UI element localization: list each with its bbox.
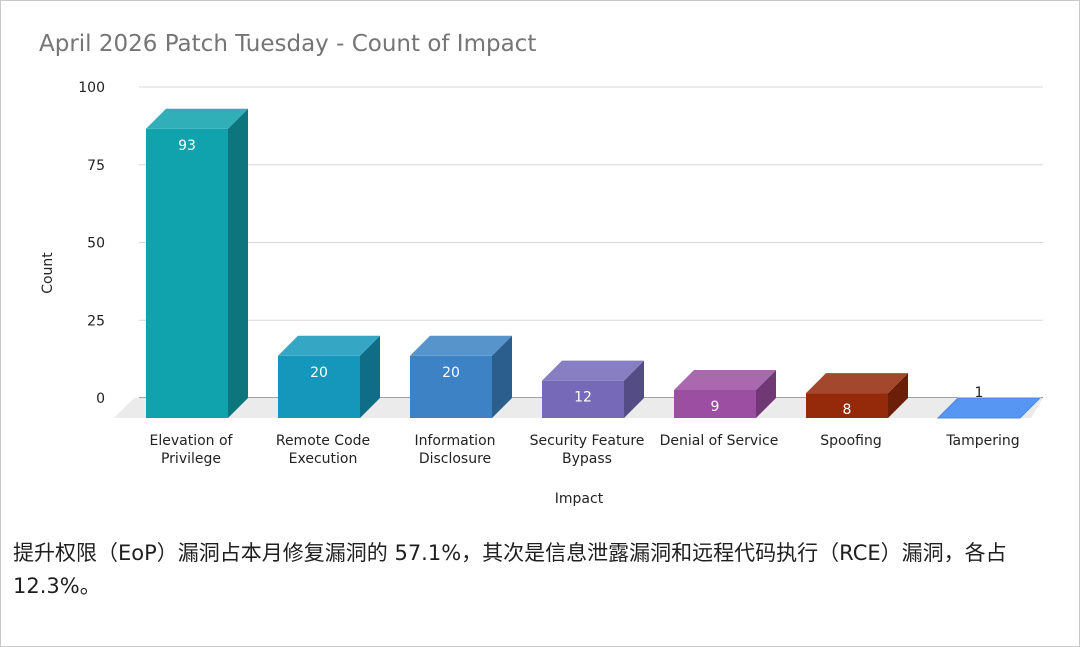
bar-chart: 0 25 50 75 100 93 20 20 12 9 8 1 Elevation of Privi… xyxy=(40,80,1043,507)
bar xyxy=(806,373,908,418)
x-tick-label: Spoofing xyxy=(820,433,881,449)
bar-side xyxy=(360,335,380,418)
y-tick-label: 50 xyxy=(87,236,105,252)
chart-title: April 2026 Patch Tuesday - Count of Impa… xyxy=(39,31,537,57)
x-tick-label: Denial of Service xyxy=(660,433,779,449)
y-tick-label: 100 xyxy=(78,80,105,96)
y-axis-label: Count xyxy=(40,252,56,294)
bar xyxy=(936,397,1042,419)
bar-front xyxy=(542,380,624,418)
data-label: 93 xyxy=(178,138,196,154)
bar-top xyxy=(146,108,248,129)
bar-top xyxy=(278,335,380,356)
bars: 93 20 20 12 9 8 1 xyxy=(146,108,1042,419)
bar-top xyxy=(410,335,512,356)
bar-side xyxy=(492,335,512,418)
bar xyxy=(278,335,380,418)
bar-side xyxy=(624,360,644,418)
bar-front xyxy=(278,355,360,418)
y-tick-label: 25 xyxy=(87,313,105,329)
bar-top xyxy=(542,360,644,381)
bar-side xyxy=(888,373,908,418)
bar-top xyxy=(936,397,1042,419)
data-label: 12 xyxy=(574,390,592,406)
bar-front xyxy=(410,355,492,418)
data-label: 1 xyxy=(975,385,984,401)
data-label: 8 xyxy=(843,402,852,418)
bar-top xyxy=(674,370,776,391)
bar-side xyxy=(756,370,776,418)
bar xyxy=(674,370,776,418)
x-tick-label: Security Feature Bypass xyxy=(530,433,645,467)
caption-text: 提升权限（EoP）漏洞占本月修复漏洞的 57.1%，其次是信息泄露漏洞和远程代码… xyxy=(13,541,1007,598)
bar-top xyxy=(806,373,908,394)
y-tick-label: 75 xyxy=(87,158,105,174)
x-tick-label: Tampering xyxy=(945,433,1019,449)
x-tick-label: Remote Code Execution xyxy=(276,433,370,467)
bar-front xyxy=(146,128,228,418)
x-tick-label: Information Disclosure xyxy=(414,433,495,467)
gridlines xyxy=(139,86,1043,399)
x-axis-label: Impact xyxy=(555,491,604,507)
bar-front xyxy=(806,393,888,418)
y-tick-label: 0 xyxy=(96,391,105,407)
bar-front xyxy=(674,390,756,418)
data-label: 20 xyxy=(310,365,328,381)
y-axis-ticks: 0 25 50 75 100 xyxy=(78,80,105,407)
data-label: 9 xyxy=(711,399,720,415)
x-tick-label: Elevation of Privilege xyxy=(150,433,234,467)
data-label: 20 xyxy=(442,365,460,381)
bar-side xyxy=(228,108,248,419)
bar xyxy=(542,360,644,418)
bar xyxy=(146,108,248,419)
bar xyxy=(410,335,512,418)
x-axis-ticks: Elevation of Privilege Remote Code Executio… xyxy=(150,433,1020,467)
